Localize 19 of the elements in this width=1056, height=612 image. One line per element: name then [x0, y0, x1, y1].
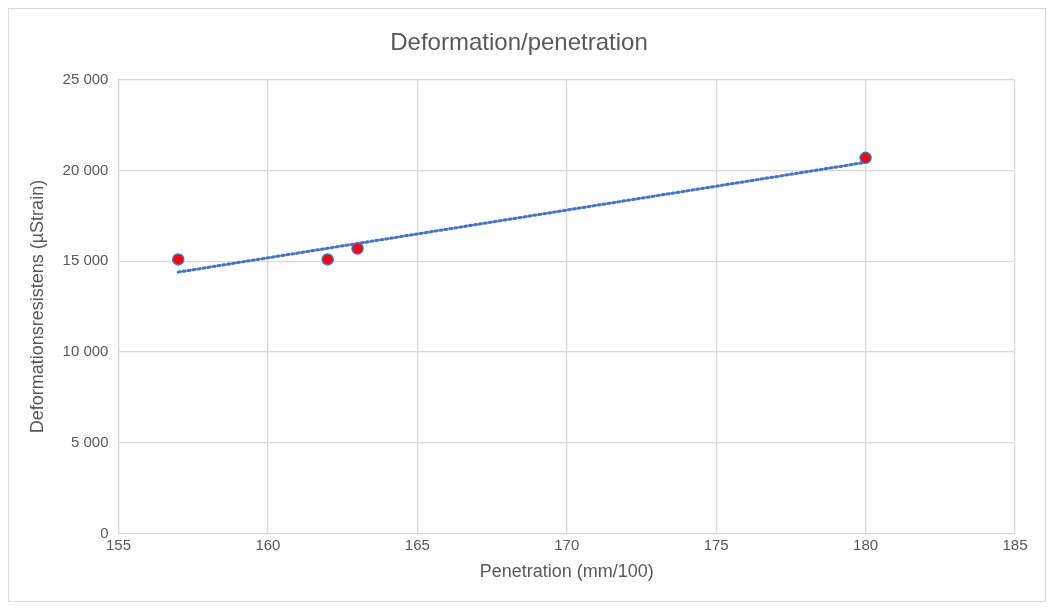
y-axis-title: Deformationsresistens (µStrain): [26, 179, 47, 434]
x-tick-label: 180: [853, 535, 879, 553]
y-tick-label: 15 000: [62, 251, 109, 269]
point: [321, 253, 334, 266]
x-tick-label: 170: [554, 535, 580, 553]
chart-title: Deformation/penetration: [390, 28, 648, 56]
point: [172, 253, 185, 266]
y-tick-label: 10 000: [62, 342, 109, 360]
x-tick-label: 175: [703, 535, 729, 553]
y-tick-label: 25 000: [62, 69, 109, 87]
point: [859, 151, 872, 165]
point: [351, 242, 364, 255]
y-tick-label: 20 000: [62, 160, 109, 178]
x-axis-title: Penetration (mm/100): [479, 561, 654, 582]
x-tick-label: 185: [1002, 535, 1028, 553]
x-tick-label: 165: [404, 535, 430, 553]
y-tick-label: 5 000: [70, 432, 109, 450]
y-tick-label: 0: [100, 523, 109, 541]
x-tick-label: 160: [255, 535, 281, 553]
